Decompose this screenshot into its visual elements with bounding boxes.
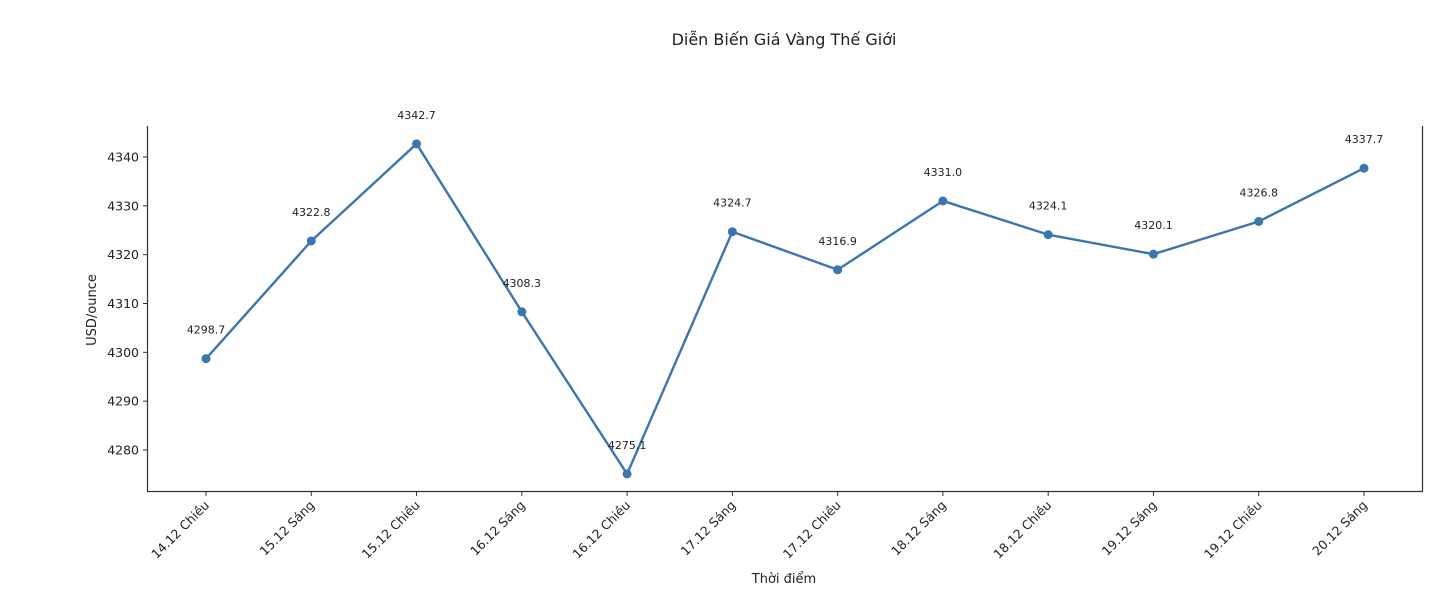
data-point-label: 4337.7 <box>1345 133 1384 146</box>
x-tick-label: 19.12 Sáng <box>1099 498 1160 559</box>
y-tick-label: 4280 <box>107 443 139 458</box>
y-tick-label: 4290 <box>107 394 139 409</box>
data-point-marker <box>938 196 948 206</box>
price-line <box>205 142 1365 476</box>
x-tick-label: 19.12 Chiều <box>1201 498 1265 562</box>
y-tick-label: 4330 <box>107 198 139 213</box>
price-series: 4298.7 4322.8 4342.7 4308.3 4275.1 4324.7 4316… <box>187 109 1384 479</box>
x-tick-label: 17.12 Chiều <box>780 498 844 562</box>
x-tick-label: 16.12 Chiều <box>569 498 633 562</box>
plot-area <box>146 126 1424 493</box>
data-point-marker <box>622 469 632 479</box>
y-axis-label: USD/ounce <box>85 274 100 346</box>
y-tick-label: 4310 <box>107 296 139 311</box>
data-point-marker <box>727 227 737 237</box>
x-tick-label: 18.12 Chiều <box>990 498 1054 562</box>
data-point-marker <box>1254 216 1264 226</box>
x-tick-label: 18.12 Sáng <box>888 498 949 559</box>
data-point-label: 4275.1 <box>608 439 647 452</box>
x-tick-label: 17.12 Sáng <box>678 498 739 559</box>
x-tick-label: 15.12 Sáng <box>256 498 317 559</box>
y-tick-label: 4340 <box>107 150 139 165</box>
y-tick-label: 4300 <box>107 345 139 360</box>
data-point-label: 4308.3 <box>503 277 542 290</box>
x-tick-label: 14.12 Chiều <box>148 498 212 562</box>
data-point-marker <box>1148 249 1158 259</box>
y-axis-ticks: 4280 4290 4300 4310 4320 4330 4340 <box>107 150 148 458</box>
data-point-marker <box>1043 230 1053 240</box>
data-point-label: 4324.1 <box>1029 200 1068 213</box>
data-point-label: 4320.1 <box>1134 219 1173 232</box>
data-point-label: 4326.8 <box>1239 186 1278 199</box>
data-point-marker <box>201 354 211 364</box>
x-axis-ticks: 14.12 Chiều 15.12 Sáng 15.12 Chiều 16.12 Sá… <box>148 491 1370 562</box>
data-point-marker <box>833 265 843 275</box>
x-axis-label: Thời điểm <box>751 572 816 587</box>
data-point-marker <box>517 307 527 317</box>
data-point-label: 4298.7 <box>187 324 226 337</box>
chart-title: Diễn Biến Giá Vàng Thế Giới <box>672 30 897 49</box>
x-tick-label: 15.12 Chiều <box>359 498 423 562</box>
data-point-label: 4316.9 <box>818 235 857 248</box>
data-point-label: 4324.7 <box>713 197 752 210</box>
data-point-marker <box>412 139 422 149</box>
data-point-marker <box>1359 163 1369 173</box>
y-tick-label: 4320 <box>107 247 139 262</box>
data-point-label: 4342.7 <box>397 109 436 122</box>
x-tick-label: 16.12 Sáng <box>467 498 528 559</box>
data-point-label: 4322.8 <box>292 206 331 219</box>
data-point-label: 4331.0 <box>924 166 963 179</box>
data-point-marker <box>306 236 316 246</box>
x-tick-label: 20.12 Sáng <box>1309 498 1370 559</box>
